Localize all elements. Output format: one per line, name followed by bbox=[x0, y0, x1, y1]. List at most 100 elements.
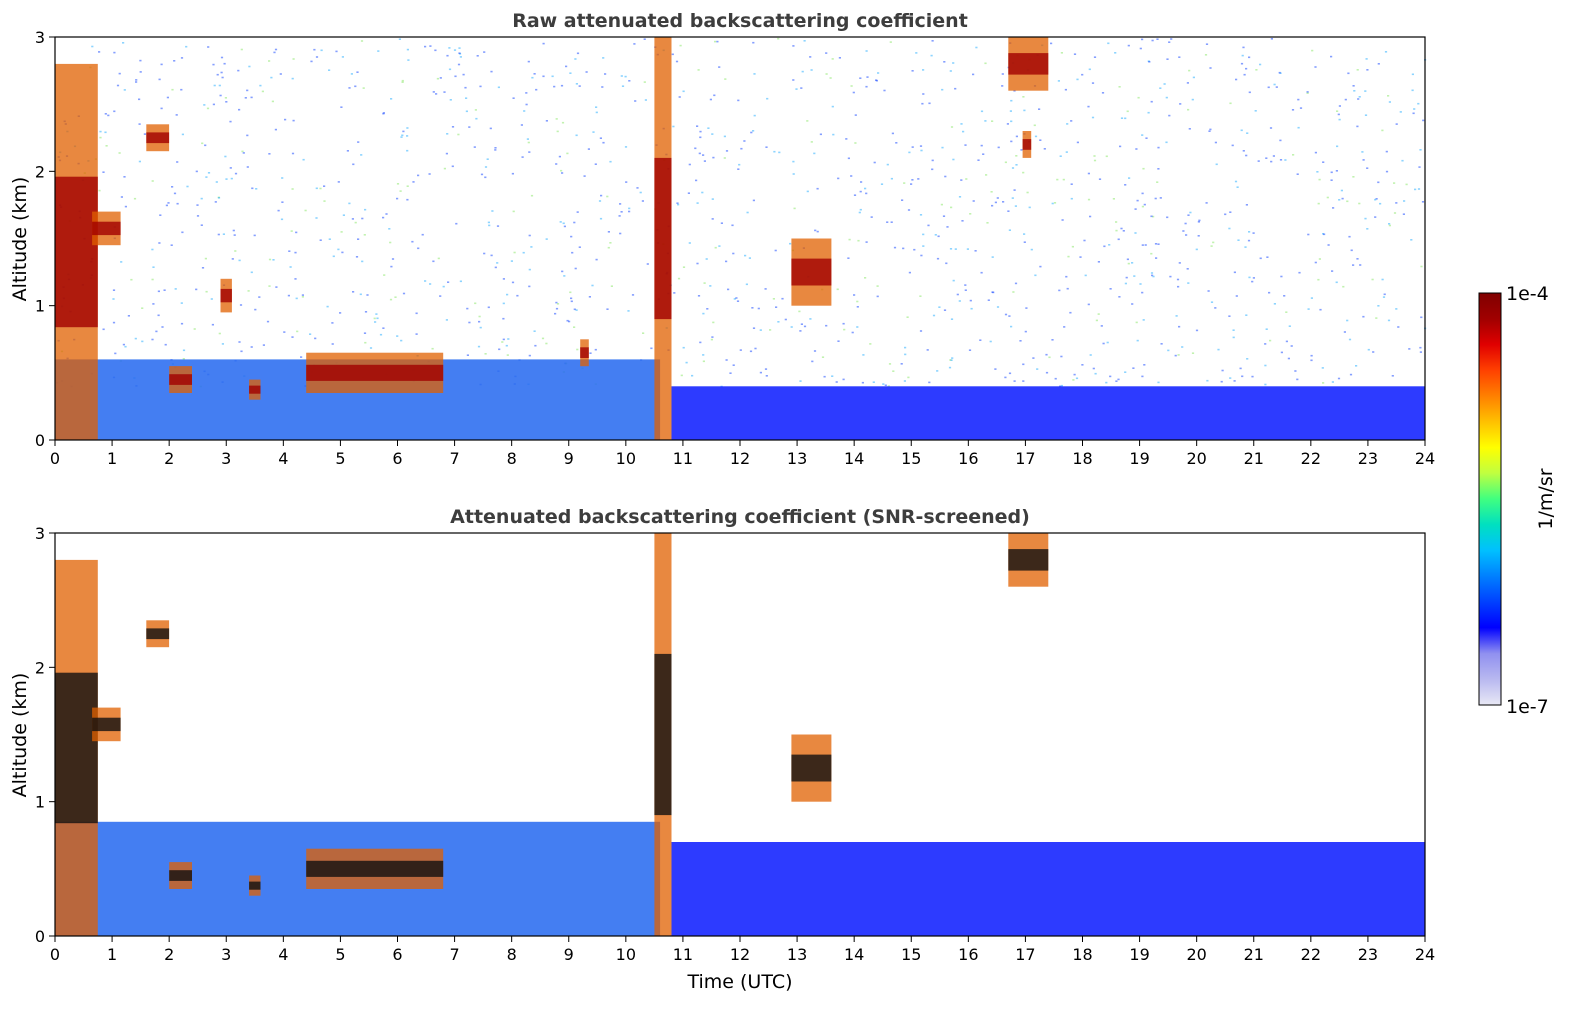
x-tick-label: 5 bbox=[335, 449, 345, 468]
noise-speck bbox=[678, 96, 681, 98]
noise-speck bbox=[696, 125, 699, 127]
noise-speck bbox=[1347, 72, 1350, 75]
noise-speck bbox=[1015, 164, 1018, 166]
y-tick-label: 2 bbox=[35, 162, 45, 181]
noise-speck bbox=[1176, 278, 1180, 281]
noise-speck bbox=[525, 103, 528, 106]
noise-speck bbox=[112, 289, 116, 291]
y-axis-label: Altitude (km) bbox=[9, 177, 31, 302]
noise-speck bbox=[628, 207, 631, 210]
noise-speck bbox=[1177, 285, 1180, 288]
noise-speck bbox=[972, 73, 975, 76]
noise-speck bbox=[883, 89, 886, 92]
noise-speck bbox=[490, 254, 493, 257]
noise-speck bbox=[847, 257, 850, 259]
noise-speck bbox=[151, 248, 154, 251]
noise-speck bbox=[859, 190, 862, 193]
x-tick-label: 15 bbox=[901, 449, 921, 468]
noise-speck bbox=[1014, 282, 1018, 285]
noise-speck bbox=[516, 294, 519, 297]
noise-speck bbox=[1252, 232, 1255, 234]
noise-speck bbox=[1362, 159, 1365, 161]
noise-speck bbox=[739, 349, 742, 351]
noise-speck bbox=[699, 341, 702, 344]
y-tick-label: 0 bbox=[35, 431, 45, 450]
noise-speck bbox=[468, 126, 471, 128]
noise-speck bbox=[798, 310, 801, 313]
noise-speck bbox=[1124, 117, 1127, 120]
noise-speck bbox=[570, 300, 573, 303]
noise-speck bbox=[1168, 41, 1171, 43]
noise-speck bbox=[1326, 196, 1329, 199]
noise-speck bbox=[1242, 46, 1245, 49]
noise-speck bbox=[1240, 129, 1243, 132]
noise-speck bbox=[1344, 98, 1347, 101]
noise-speck bbox=[594, 348, 597, 351]
noise-speck bbox=[1288, 325, 1291, 327]
noise-speck bbox=[1291, 109, 1295, 111]
noise-speck bbox=[984, 62, 987, 65]
noise-speck bbox=[113, 110, 116, 113]
noise-speck bbox=[563, 275, 566, 277]
noise-speck bbox=[487, 221, 490, 224]
noise-speck bbox=[255, 188, 258, 190]
noise-speck bbox=[712, 156, 715, 159]
x-axis-ticks: 0 1 2 3 4 5 6 7 8 9 10 11 12 13 14 15 16 17 18 19 20 21 22 23 24 bbox=[50, 936, 1435, 964]
noise-speck bbox=[1010, 140, 1013, 143]
noise-speck bbox=[424, 280, 427, 282]
noise-speck bbox=[175, 114, 178, 116]
noise-speck bbox=[391, 258, 395, 260]
noise-speck bbox=[289, 266, 292, 268]
noise-speck bbox=[1073, 373, 1076, 376]
noise-speck bbox=[507, 338, 510, 340]
noise-speck bbox=[555, 301, 558, 304]
noise-speck bbox=[619, 232, 622, 235]
noise-speck bbox=[621, 85, 625, 87]
noise-speck bbox=[1382, 296, 1386, 298]
noise-speck bbox=[960, 179, 963, 181]
noise-speck bbox=[891, 132, 894, 135]
noise-speck bbox=[1316, 171, 1319, 173]
noise-speck bbox=[950, 206, 953, 209]
noise-speck bbox=[534, 344, 537, 347]
panel-screened: Attenuated backscattering coefficient (S… bbox=[9, 506, 1435, 993]
noise-speck bbox=[374, 321, 377, 323]
noise-speck bbox=[528, 151, 531, 153]
noise-speck bbox=[496, 262, 499, 264]
noise-speck bbox=[120, 196, 123, 198]
noise-speck bbox=[415, 333, 418, 335]
noise-speck bbox=[865, 50, 868, 52]
noise-speck bbox=[714, 40, 717, 43]
noise-speck bbox=[1191, 98, 1194, 101]
noise-speck bbox=[711, 336, 714, 338]
noise-speck bbox=[390, 265, 393, 268]
noise-speck bbox=[1411, 73, 1414, 76]
noise-speck bbox=[778, 151, 781, 154]
noise-speck bbox=[890, 221, 893, 223]
noise-speck bbox=[528, 268, 531, 271]
y-tick-label: 3 bbox=[35, 524, 45, 543]
noise-speck bbox=[917, 178, 920, 180]
noise-speck bbox=[607, 231, 610, 233]
noise-speck bbox=[122, 42, 125, 44]
noise-speck bbox=[352, 163, 355, 166]
noise-speck bbox=[250, 271, 253, 274]
noise-speck bbox=[1167, 349, 1170, 352]
noise-speck bbox=[592, 131, 595, 133]
noise-speck bbox=[1251, 375, 1254, 378]
noise-speck bbox=[1229, 102, 1232, 105]
noise-speck bbox=[173, 60, 176, 62]
noise-speck bbox=[561, 172, 564, 174]
noise-speck bbox=[295, 297, 298, 300]
noise-speck bbox=[1343, 331, 1346, 333]
noise-speck bbox=[453, 49, 457, 51]
noise-speck bbox=[696, 202, 699, 204]
noise-speck bbox=[104, 131, 107, 134]
noise-speck bbox=[1156, 181, 1159, 183]
noise-speck bbox=[1310, 354, 1313, 357]
noise-speck bbox=[1124, 371, 1127, 373]
noise-speck bbox=[238, 341, 241, 343]
noise-speck bbox=[1095, 319, 1098, 322]
noise-speck bbox=[401, 79, 404, 82]
noise-speck bbox=[1006, 123, 1009, 125]
